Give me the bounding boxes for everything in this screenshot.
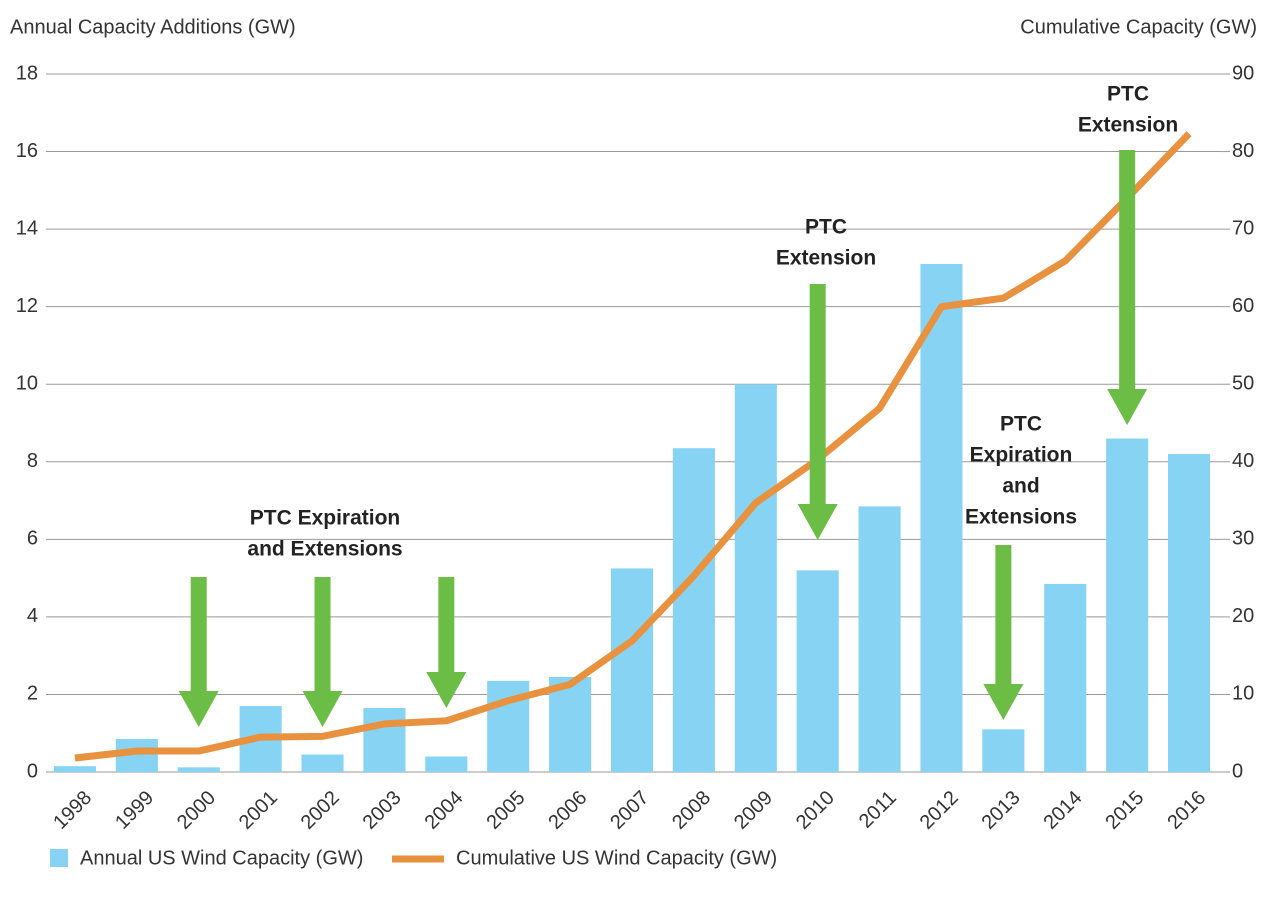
y2-tick-label: 0 bbox=[1232, 760, 1243, 782]
y2-tick-label: 90 bbox=[1232, 62, 1254, 84]
x-tick-label: 2003 bbox=[359, 787, 406, 834]
y2-axis-title: Cumulative Capacity (GW) bbox=[1020, 16, 1257, 38]
bar bbox=[177, 767, 220, 772]
annotation: Expiration bbox=[970, 444, 1073, 467]
bar bbox=[425, 756, 468, 772]
arrow bbox=[983, 545, 1024, 720]
x-tick-label: 2004 bbox=[421, 787, 468, 834]
bar bbox=[734, 384, 777, 772]
y-tick-label: 16 bbox=[16, 140, 38, 162]
x-tick-label: 2010 bbox=[792, 787, 839, 834]
annotation: PTC bbox=[805, 216, 847, 239]
bar bbox=[610, 568, 654, 772]
bar bbox=[672, 448, 715, 772]
arrow bbox=[797, 284, 838, 540]
y2-tick-label: 60 bbox=[1232, 295, 1254, 317]
x-tick-label: 2006 bbox=[544, 787, 591, 834]
y-tick-label: 6 bbox=[27, 528, 38, 550]
y-tick-label: 0 bbox=[27, 760, 38, 782]
x-tick-label: 2009 bbox=[730, 787, 777, 834]
y-tick-label: 14 bbox=[16, 217, 38, 239]
line bbox=[74, 131, 1192, 762]
annotation: and bbox=[1002, 475, 1039, 498]
bar bbox=[53, 766, 96, 772]
x-tick-label: 2013 bbox=[978, 787, 1025, 834]
x-tick-label: 2014 bbox=[1040, 787, 1087, 834]
annotation: Extension bbox=[776, 247, 876, 270]
legend-swatch bbox=[50, 849, 68, 867]
x-tick-label: 2015 bbox=[1101, 787, 1148, 834]
annotation: Extensions bbox=[965, 506, 1077, 529]
bar bbox=[858, 506, 901, 772]
y2-tick-label: 30 bbox=[1232, 528, 1254, 550]
bar bbox=[1168, 454, 1211, 772]
y-tick-label: 18 bbox=[16, 62, 38, 84]
bar bbox=[920, 264, 963, 772]
y2-tick-label: 50 bbox=[1232, 373, 1254, 395]
bar bbox=[796, 570, 839, 772]
arrow bbox=[302, 577, 343, 727]
y2-tick-label: 70 bbox=[1232, 217, 1254, 239]
x-tick-label: 1998 bbox=[49, 787, 96, 834]
x-tick-label: 2012 bbox=[916, 787, 963, 834]
annotation: and Extensions bbox=[247, 538, 402, 561]
y2-tick-label: 20 bbox=[1232, 605, 1254, 627]
x-tick-label: 2002 bbox=[297, 787, 344, 834]
y-tick-label: 2 bbox=[27, 683, 38, 705]
annotation: PTC bbox=[1107, 83, 1149, 106]
legend-label: Cumulative US Wind Capacity (GW) bbox=[456, 847, 777, 869]
x-tick-label: 2005 bbox=[482, 787, 529, 834]
annotation: PTC Expiration bbox=[250, 507, 401, 530]
legend-label: Annual US Wind Capacity (GW) bbox=[80, 847, 363, 869]
x-tick-label: 2008 bbox=[668, 787, 715, 834]
y-tick-label: 8 bbox=[27, 450, 38, 472]
arrow bbox=[178, 577, 219, 727]
bar bbox=[363, 708, 406, 772]
y-tick-label: 12 bbox=[16, 295, 38, 317]
y2-tick-label: 40 bbox=[1232, 450, 1254, 472]
annotation: PTC bbox=[1000, 413, 1042, 436]
x-tick-label: 1999 bbox=[111, 787, 158, 834]
arrow bbox=[1107, 150, 1148, 425]
y2-tick-label: 80 bbox=[1232, 140, 1254, 162]
y2-tick-label: 10 bbox=[1232, 683, 1254, 705]
bar bbox=[1106, 438, 1149, 772]
annotation: Extension bbox=[1078, 114, 1178, 137]
y-tick-label: 4 bbox=[27, 605, 38, 627]
arrow bbox=[426, 577, 467, 708]
bar bbox=[1044, 583, 1087, 772]
x-tick-label: 2001 bbox=[235, 787, 282, 834]
x-tick-label: 2016 bbox=[1163, 787, 1210, 834]
x-tick-label: 2007 bbox=[606, 787, 653, 834]
bar bbox=[301, 754, 344, 772]
bar bbox=[549, 676, 592, 772]
y-axis-title: Annual Capacity Additions (GW) bbox=[10, 16, 296, 38]
y-tick-label: 10 bbox=[16, 373, 38, 395]
bar bbox=[982, 729, 1025, 772]
x-tick-label: 2011 bbox=[855, 787, 901, 833]
x-tick-label: 2000 bbox=[173, 787, 220, 834]
